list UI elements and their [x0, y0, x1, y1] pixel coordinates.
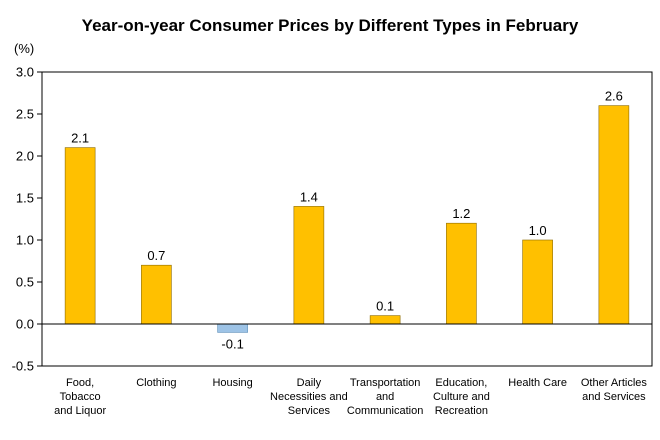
y-tick-label: 1.5	[16, 191, 34, 206]
category-label: and Liquor	[54, 405, 106, 417]
category-label: Transportation	[350, 377, 421, 389]
bar	[522, 239, 553, 325]
category-label: and Services	[582, 391, 646, 403]
bar	[446, 222, 477, 325]
category-label: Housing	[212, 377, 252, 389]
category-label: Tobacco	[60, 391, 101, 403]
chart-title: Year-on-year Consumer Prices by Differen…	[81, 16, 579, 35]
y-tick-label: 1.0	[16, 233, 34, 248]
data-label: 1.2	[452, 206, 470, 221]
y-tick-label: 2.0	[16, 149, 34, 164]
category-label: Health Care	[508, 377, 567, 389]
category-label: Recreation	[435, 405, 488, 417]
data-label: 2.1	[71, 131, 89, 146]
bar	[369, 315, 401, 325]
data-label: 2.6	[605, 89, 623, 104]
category-label: Daily	[297, 377, 322, 389]
bar	[293, 206, 325, 325]
bar	[598, 105, 630, 325]
y-tick-label: -0.5	[12, 359, 34, 374]
y-tick-label: 3.0	[16, 65, 34, 80]
category-label: and	[376, 391, 394, 403]
data-label: -0.1	[221, 336, 243, 351]
data-label: 0.1	[376, 299, 394, 314]
category-label: Clothing	[136, 377, 176, 389]
bar	[217, 323, 248, 333]
y-axis-unit: (%)	[14, 41, 35, 56]
y-tick-label: 0.0	[16, 317, 34, 332]
category-label: Education,	[435, 377, 487, 389]
bar	[64, 147, 96, 325]
data-label: 1.4	[300, 189, 318, 204]
data-label: 1.0	[529, 223, 547, 238]
category-label: Services	[288, 405, 331, 417]
y-tick-label: 2.5	[16, 107, 34, 122]
category-label: Communication	[347, 405, 423, 417]
category-label: Necessities and	[270, 391, 348, 403]
category-label: Culture and	[433, 391, 490, 403]
y-tick-label: 0.5	[16, 275, 34, 290]
bar	[141, 264, 172, 325]
category-label: Food,	[66, 377, 94, 389]
category-label: Other Articles	[581, 377, 648, 389]
data-label: 0.7	[147, 248, 165, 263]
plot-area	[41, 71, 653, 367]
